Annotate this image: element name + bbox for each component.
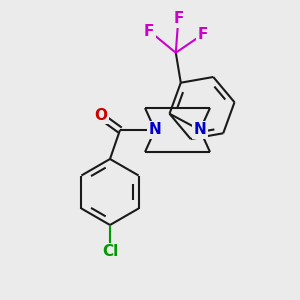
Text: N: N	[148, 122, 161, 137]
Text: F: F	[198, 27, 208, 42]
Text: N: N	[194, 122, 206, 137]
Text: Cl: Cl	[102, 244, 118, 260]
Text: F: F	[174, 11, 184, 26]
Text: O: O	[94, 107, 107, 122]
Text: F: F	[144, 24, 154, 39]
